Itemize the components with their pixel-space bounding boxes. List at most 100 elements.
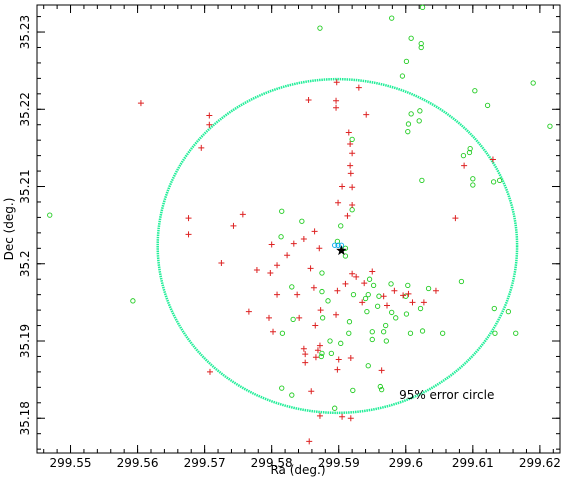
circle-point	[403, 293, 409, 299]
plus-point	[218, 259, 225, 266]
circle-point	[290, 316, 296, 323]
plus-point	[378, 367, 385, 374]
circle-point	[335, 242, 341, 248]
plus-point	[137, 100, 144, 107]
x-tick-label: 299.58	[251, 456, 293, 470]
circle-point	[393, 315, 399, 321]
circle-point	[403, 58, 410, 65]
circle-point	[299, 218, 305, 224]
circle-point	[408, 111, 414, 117]
circle-point	[346, 319, 353, 325]
plus-point	[267, 270, 274, 277]
x-tick-label: 299.61	[452, 456, 494, 470]
plus-point	[345, 129, 352, 136]
circle-point	[279, 385, 285, 391]
x-tick-label: 299.55	[50, 456, 92, 470]
circle-point	[470, 176, 476, 182]
plus-point	[400, 292, 407, 299]
circle-point	[328, 350, 335, 357]
y-tick-label: 35.23	[18, 15, 32, 49]
plus-point	[347, 415, 354, 422]
plus-point	[334, 287, 341, 294]
circle-point	[425, 285, 432, 292]
plus-point	[239, 211, 246, 218]
circle-point	[408, 35, 414, 41]
circle-point	[325, 298, 331, 304]
x-tick-label: 299.59	[318, 456, 360, 470]
circle-point	[405, 121, 412, 127]
circle-point	[381, 329, 387, 335]
plus-point	[317, 307, 324, 314]
circle-point	[334, 238, 341, 245]
circle-point	[317, 25, 323, 31]
plus-point	[363, 111, 370, 118]
plus-point	[342, 280, 349, 287]
plus-point	[300, 236, 307, 243]
plus-point	[300, 345, 307, 352]
plus-point	[206, 112, 213, 119]
axis-ticks: 299.55 299.56 299.57 299.58 299.59 299.6 299.6…	[18, 5, 561, 470]
circle-point	[472, 88, 478, 94]
plus-point	[339, 413, 346, 420]
circle-point	[362, 295, 369, 302]
circle-point	[419, 4, 426, 10]
plus-point	[355, 84, 362, 91]
circle-point	[349, 136, 355, 143]
circle-point	[350, 387, 356, 394]
circle-point	[491, 305, 497, 312]
plus-point	[339, 183, 346, 190]
plus-point	[274, 291, 281, 298]
plus-point	[384, 302, 391, 309]
plot-frame	[36, 4, 561, 454]
plus-point	[312, 322, 319, 329]
circle-point	[492, 330, 498, 336]
circle-point	[377, 383, 383, 390]
y-tick-label: 35.22	[18, 92, 32, 126]
circle-point	[342, 245, 349, 251]
circle-point	[467, 146, 473, 152]
circle-point	[332, 405, 338, 411]
plus-point	[270, 328, 277, 335]
circle-point	[405, 282, 411, 289]
circle-point	[130, 298, 136, 304]
plus-point	[294, 291, 301, 298]
plus-point	[344, 212, 351, 219]
plus-point	[206, 121, 213, 128]
plus-point	[432, 287, 439, 294]
plus-point	[305, 97, 312, 104]
plus-point	[265, 314, 272, 321]
plus-point	[349, 270, 356, 277]
x-axis-title: Ra (deg.)	[270, 463, 325, 477]
circle-point	[460, 152, 467, 159]
circle-point	[389, 15, 395, 21]
plus-point	[334, 366, 341, 373]
plus-point	[333, 104, 340, 111]
plus-point	[353, 273, 360, 280]
plus-point	[349, 202, 356, 209]
circle-point	[419, 177, 425, 183]
points-layer	[47, 4, 553, 445]
circle-point	[388, 281, 394, 287]
y-tick-label: 35.21	[18, 169, 32, 203]
plus-point	[302, 351, 309, 358]
circle-point	[419, 328, 426, 334]
circle-point	[405, 129, 411, 135]
circle-point	[338, 340, 344, 346]
circle-point	[383, 322, 389, 329]
circle-point	[376, 293, 382, 299]
error-circle-label: 95% error circle	[399, 388, 494, 402]
circle-point	[364, 308, 370, 315]
circle-point	[289, 392, 295, 398]
plus-point	[314, 347, 321, 354]
circle-point	[383, 338, 389, 344]
x-tick-label: 299.56	[117, 456, 159, 470]
circle-point	[470, 182, 476, 188]
circle-point	[346, 330, 352, 336]
plus-point	[405, 290, 412, 297]
circle-point	[547, 123, 553, 129]
plus-point	[245, 308, 252, 315]
plus-point	[391, 287, 398, 294]
star-point	[336, 245, 347, 256]
y-tick-label: 35.18	[18, 401, 32, 435]
